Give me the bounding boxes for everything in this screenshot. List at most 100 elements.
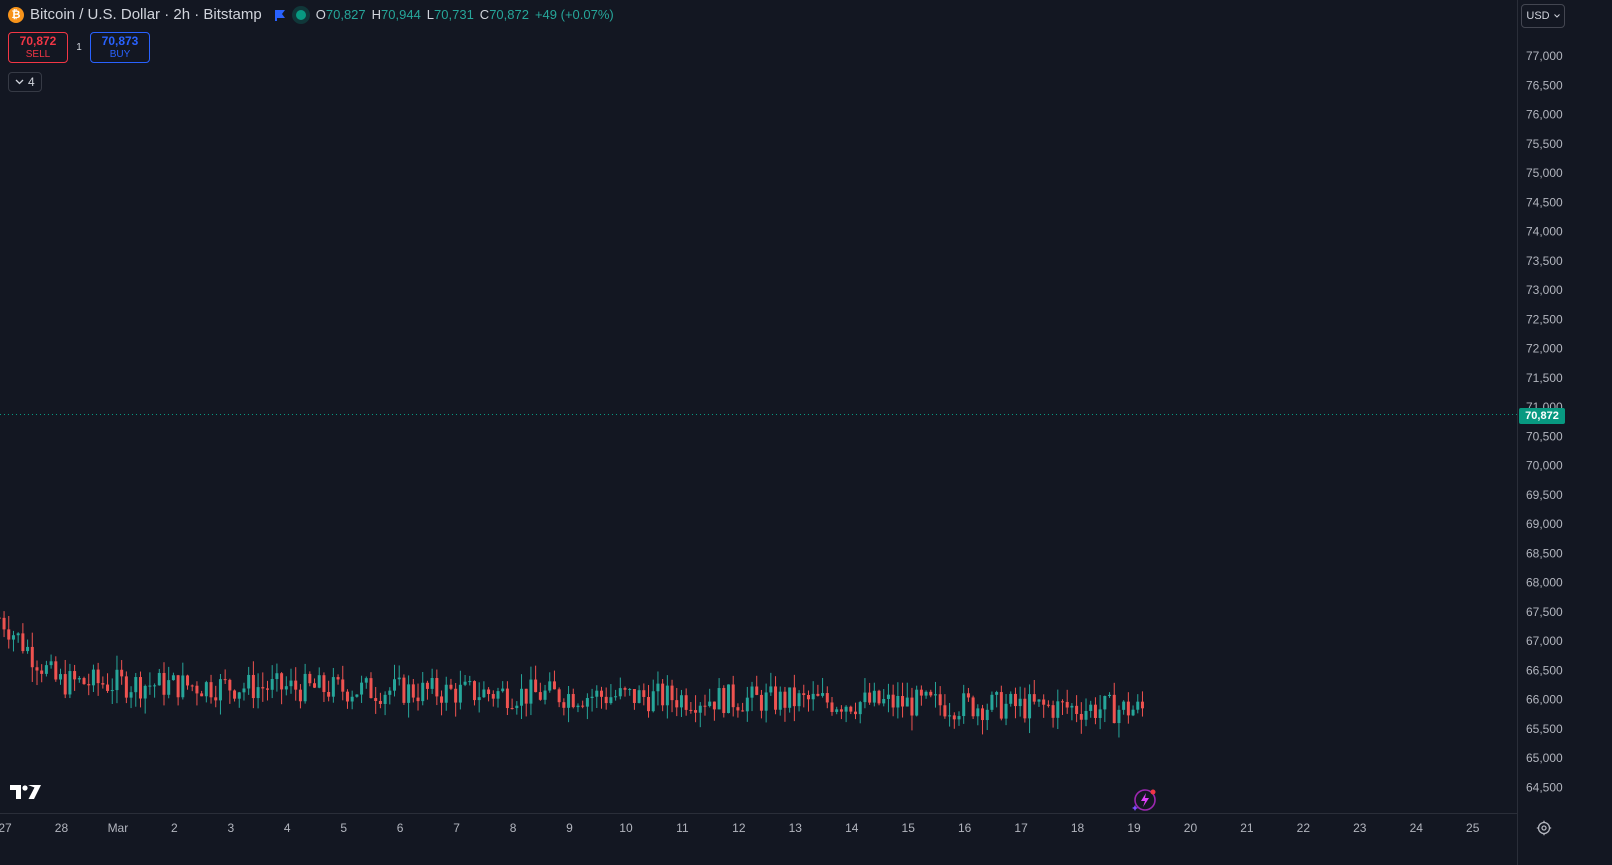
candle-body [214, 697, 218, 701]
candle-body [872, 690, 876, 703]
price-tick-label: 71,500 [1526, 371, 1563, 385]
candle-body [835, 709, 839, 712]
candle-body [82, 678, 86, 685]
time-tick-label: 8 [510, 821, 517, 835]
chart-settings-button[interactable] [1532, 816, 1556, 840]
candle-body [115, 669, 119, 691]
candle-body [529, 679, 533, 704]
buy-label: BUY [109, 48, 131, 60]
candle-body [322, 675, 326, 692]
high-value: 70,944 [381, 7, 421, 22]
candle-body [1079, 713, 1083, 720]
candle-body [1093, 704, 1097, 718]
candle-body [816, 693, 820, 696]
candle-body [317, 675, 321, 688]
candle-body [609, 697, 613, 704]
candle-body [957, 716, 961, 720]
candle-body [110, 690, 114, 692]
candle-body [1028, 694, 1032, 719]
candle-body [581, 705, 585, 707]
candle-body [1013, 693, 1017, 707]
candle-body [280, 673, 284, 690]
candle-body [632, 689, 636, 703]
candle-body [195, 685, 199, 694]
candle-body [148, 685, 152, 687]
time-tick-label: 13 [789, 821, 803, 835]
sell-button[interactable]: 70,872 SELL [8, 32, 68, 63]
candle-body [792, 687, 796, 707]
candle-body [891, 694, 895, 708]
candle-body [562, 702, 566, 708]
candle-body [722, 688, 726, 714]
time-tick-label: 28 [55, 821, 69, 835]
candle-body [524, 688, 528, 704]
candle-body [938, 694, 942, 706]
candle-body [1098, 709, 1102, 718]
candle-body [120, 669, 124, 677]
candle-body [821, 693, 825, 696]
candle-body [496, 691, 500, 699]
candle-body [868, 692, 872, 703]
candle-body [727, 684, 731, 714]
candle-body [1084, 710, 1088, 720]
candle-body [1122, 701, 1126, 710]
candle-body [604, 696, 608, 704]
candle-body [298, 689, 302, 702]
candle-body [548, 681, 552, 691]
time-scale[interactable]: 27 28 Mar 2 3 4 5 6 7 8 9 10 11 12 13 14 15 16 17 18 19 20 21 2… [0, 813, 1517, 865]
time-tick-label: 11 [676, 821, 689, 835]
candle-body [750, 686, 754, 698]
candle-body [463, 681, 467, 685]
candle-body [788, 687, 792, 708]
price-chart[interactable] [0, 0, 1517, 813]
last-price-tag: 70,872 [1519, 408, 1565, 424]
candle-body [341, 679, 345, 692]
candle-body [520, 688, 524, 706]
candle-body [440, 696, 444, 703]
candle-body [242, 688, 246, 693]
price-tick-label: 66,500 [1526, 663, 1563, 677]
price-tick-label: 74,500 [1526, 195, 1563, 209]
candle-body [943, 705, 947, 717]
candle-body [129, 692, 133, 698]
price-tick-label: 64,500 [1526, 780, 1563, 794]
market-status-icon[interactable] [295, 9, 306, 20]
tradingview-logo[interactable] [10, 784, 42, 800]
close-label: C [479, 7, 490, 22]
ai-assistant-icon[interactable] [1131, 787, 1159, 813]
candle-body [534, 679, 538, 693]
currency-button[interactable]: USD [1521, 4, 1565, 28]
price-scale[interactable]: 77,000 76,500 76,000 75,500 75,000 74,500 74,0… [1517, 0, 1612, 865]
time-tick-label: 2 [171, 821, 178, 835]
time-tick-label: 18 [1071, 821, 1085, 835]
candle-body [402, 677, 406, 703]
candle-body [397, 677, 401, 680]
candle-body [233, 690, 237, 699]
candle-body [665, 685, 669, 706]
symbol-legend: ₿ Bitcoin / U.S. Dollar · 2h · Bitstamp … [8, 6, 614, 23]
candle-body [689, 709, 693, 711]
candle-body [896, 695, 900, 708]
price-tick-label: 65,000 [1526, 751, 1563, 765]
candle-body [741, 710, 745, 712]
candle-body [345, 691, 349, 702]
candle-body [802, 693, 806, 696]
candle-body [769, 686, 773, 693]
candle-body [623, 688, 627, 690]
candle-body [590, 696, 594, 699]
candle-body [759, 694, 763, 711]
flag-icon[interactable] [274, 9, 286, 21]
candle-body [1103, 695, 1107, 710]
candle-body [1117, 709, 1121, 724]
symbol-title[interactable]: Bitcoin / U.S. Dollar · 2h · Bitstamp [30, 6, 262, 23]
buy-button[interactable]: 70,873 BUY [90, 32, 150, 63]
candle-body [472, 681, 476, 701]
candle-body [11, 635, 15, 640]
candle-body [647, 696, 651, 712]
indicators-collapse-button[interactable]: 4 [8, 72, 42, 92]
candle-body [364, 678, 368, 683]
candle-body [360, 682, 364, 695]
price-tick-label: 72,500 [1526, 312, 1563, 326]
candle-body [458, 684, 462, 703]
time-tick-label: 3 [227, 821, 234, 835]
